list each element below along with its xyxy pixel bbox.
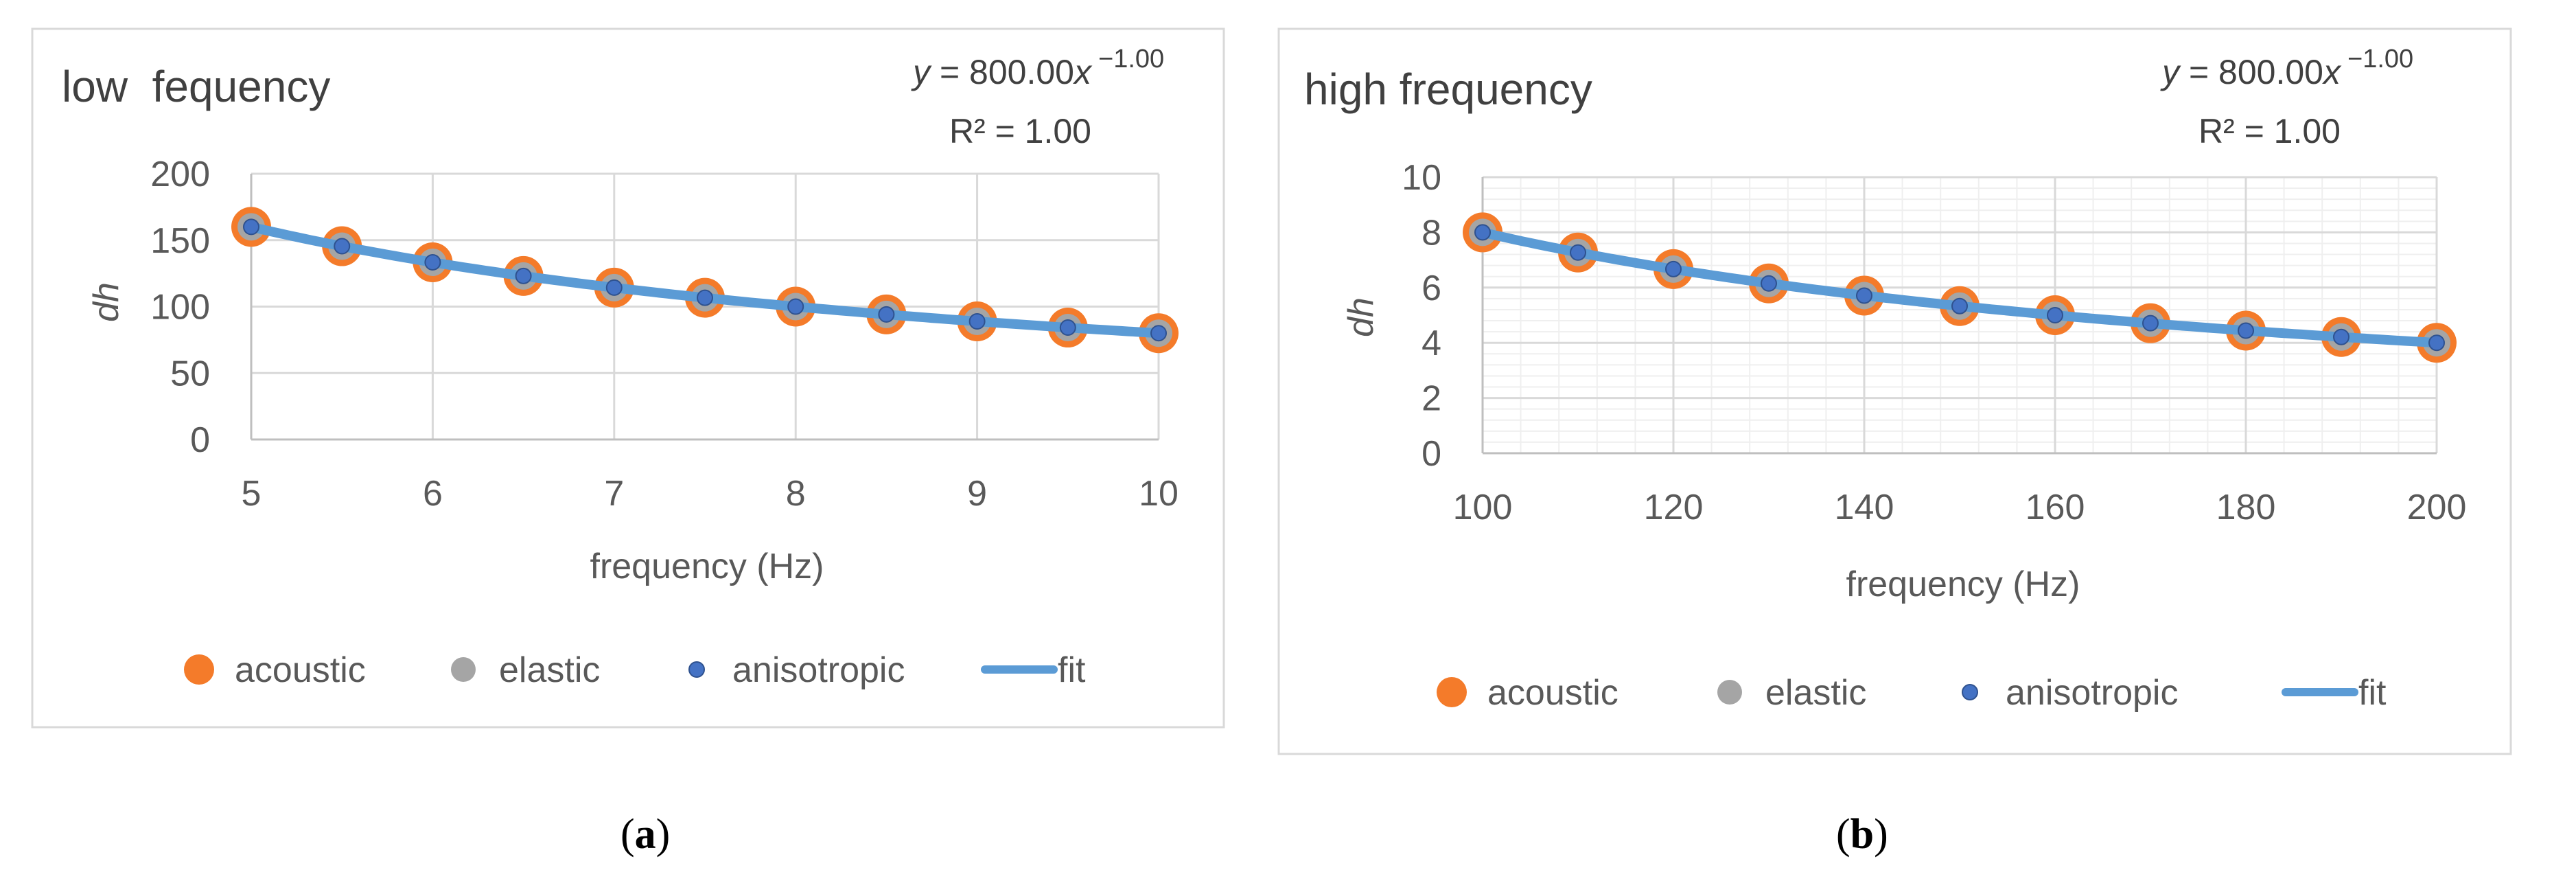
x-tick-label: 120 bbox=[1644, 488, 1704, 527]
y-tick-label: 2 bbox=[1422, 379, 1441, 419]
legend-label-anisotropic: anisotropic bbox=[2006, 673, 2178, 713]
legend-marker-anisotropic bbox=[1962, 684, 1978, 700]
caption-letter: b bbox=[1850, 811, 1875, 858]
legend-label-acoustic: acoustic bbox=[1487, 673, 1618, 713]
y-tick-label: 4 bbox=[1422, 323, 1441, 363]
x-tick-label: 6 bbox=[423, 474, 443, 514]
trendline-equation: y = 800.00x bbox=[2160, 53, 2342, 91]
anisotropic-point bbox=[2238, 322, 2254, 339]
anisotropic-point bbox=[2142, 315, 2159, 332]
anisotropic-point bbox=[515, 267, 532, 284]
equation-y: y bbox=[2160, 53, 2181, 91]
panel-caption-b: (b) bbox=[1836, 811, 1888, 858]
equation-x: x bbox=[1073, 53, 1093, 91]
x-tick-label: 180 bbox=[2216, 488, 2276, 527]
equation-mid: = 800.00 bbox=[930, 53, 1074, 91]
legend-label-acoustic: acoustic bbox=[235, 650, 366, 690]
y-tick-label: 0 bbox=[190, 420, 210, 460]
panel-caption-a: (a) bbox=[620, 811, 671, 858]
anisotropic-point bbox=[1059, 319, 1076, 336]
y-tick-label: 10 bbox=[1402, 158, 1441, 198]
anisotropic-point bbox=[1856, 287, 1872, 304]
anisotropic-point bbox=[1665, 260, 1682, 277]
legend: acoustic elastic anisotropic fit bbox=[1437, 673, 2387, 713]
equation-mid: = 800.00 bbox=[2179, 53, 2323, 91]
plot-area: 0 50 100 150 200 5 6 7 8 9 10 bbox=[150, 155, 1179, 514]
trendline-exponent: −1.00 bbox=[1098, 45, 1164, 73]
x-tick-label: 10 bbox=[1139, 474, 1179, 514]
y-tick-label: 6 bbox=[1422, 268, 1441, 308]
legend-marker-elastic bbox=[1717, 680, 1742, 705]
y-tick-label: 100 bbox=[150, 288, 210, 328]
y-axis-label: dh bbox=[1341, 297, 1381, 337]
y-tick-label: 150 bbox=[150, 221, 210, 261]
chart-low-frequency: low fequency y = 800.00x −1.00 R² = 1.00… bbox=[31, 27, 1225, 729]
x-axis-label: frequency (Hz) bbox=[590, 547, 824, 586]
x-tick-label: 160 bbox=[2026, 488, 2085, 527]
anisotropic-point bbox=[2428, 334, 2445, 352]
anisotropic-point bbox=[1570, 244, 1586, 261]
anisotropic-point bbox=[968, 312, 986, 330]
y-axis-label: dh bbox=[86, 282, 126, 322]
anisotropic-point bbox=[1150, 325, 1167, 342]
legend-label-elastic: elastic bbox=[1765, 673, 1866, 713]
chart-title: low fequency bbox=[62, 62, 330, 111]
anisotropic-point bbox=[787, 298, 804, 315]
legend-label-fit: fit bbox=[2358, 673, 2387, 713]
legend-label-anisotropic: anisotropic bbox=[732, 650, 905, 690]
anisotropic-point bbox=[243, 218, 259, 236]
legend-marker-anisotropic bbox=[688, 661, 705, 678]
legend-marker-elastic bbox=[451, 657, 476, 682]
legend-label-elastic: elastic bbox=[499, 650, 600, 690]
chart-frame bbox=[1277, 27, 2512, 755]
y-tick-label: 0 bbox=[1422, 434, 1441, 474]
x-axis-label: frequency (Hz) bbox=[1846, 564, 2080, 604]
trendline-r2: R² = 1.00 bbox=[2198, 112, 2341, 150]
legend: acoustic elastic anisotropic fit bbox=[184, 650, 1086, 690]
anisotropic-point bbox=[424, 254, 441, 271]
trendline-r2: R² = 1.00 bbox=[949, 112, 1091, 150]
legend-label-fit: fit bbox=[1058, 650, 1086, 690]
anisotropic-point bbox=[2047, 307, 2063, 323]
anisotropic-point bbox=[697, 289, 713, 306]
equation-x: x bbox=[2322, 53, 2342, 91]
x-tick-label: 7 bbox=[604, 474, 624, 514]
chart-frame bbox=[31, 27, 1225, 729]
caption-letter: a bbox=[634, 811, 656, 858]
x-tick-label: 140 bbox=[1835, 488, 1894, 527]
anisotropic-point bbox=[1761, 275, 1777, 292]
legend-marker-acoustic bbox=[184, 654, 214, 685]
trendline-exponent: −1.00 bbox=[2347, 45, 2413, 73]
y-tick-label: 200 bbox=[150, 155, 210, 194]
x-tick-label: 8 bbox=[786, 474, 806, 514]
legend-marker-acoustic bbox=[1437, 677, 1467, 707]
chart-title: high frequency bbox=[1304, 65, 1592, 114]
anisotropic-point bbox=[605, 279, 623, 296]
anisotropic-point bbox=[878, 306, 895, 323]
x-tick-label: 100 bbox=[1453, 488, 1513, 527]
y-tick-label: 8 bbox=[1422, 213, 1441, 253]
anisotropic-point bbox=[2333, 328, 2349, 345]
plot-area: 0 2 4 6 8 10 100 120 140 160 180 200 bbox=[1402, 158, 2466, 527]
anisotropic-point bbox=[1951, 297, 1968, 315]
x-tick-label: 200 bbox=[2407, 488, 2467, 527]
anisotropic-point bbox=[1474, 224, 1491, 241]
trendline-equation: y = 800.00x bbox=[911, 53, 1093, 91]
chart-high-frequency: high frequency y = 800.00x −1.00 R² = 1.… bbox=[1277, 27, 2512, 755]
y-tick-label: 50 bbox=[170, 354, 210, 393]
anisotropic-point bbox=[334, 238, 351, 255]
equation-y: y bbox=[911, 53, 932, 91]
x-tick-label: 9 bbox=[967, 474, 987, 514]
x-tick-label: 5 bbox=[242, 474, 262, 514]
